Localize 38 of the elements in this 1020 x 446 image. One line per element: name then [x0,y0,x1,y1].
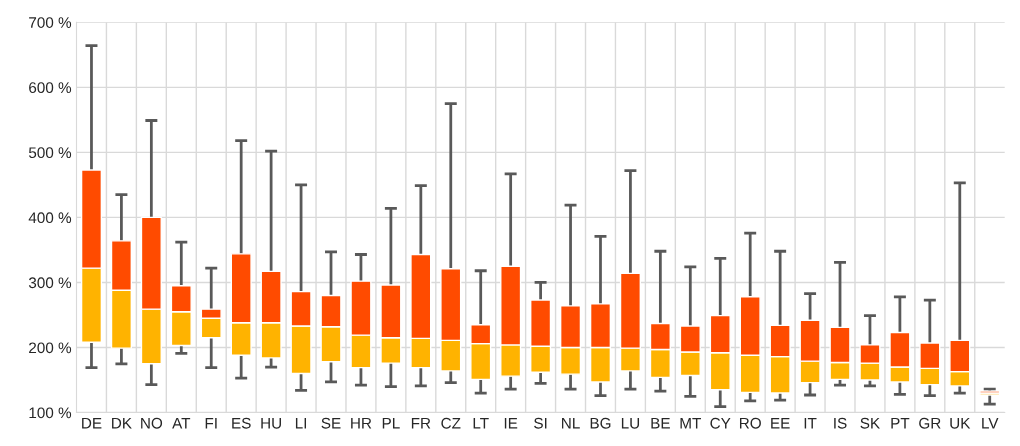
x-tick-label: PL [382,417,400,429]
x-tick-label: HR [351,417,372,429]
x-tick-label: IT [804,417,817,429]
x-tick-label: CZ [441,417,461,429]
x-tick-label: GR [919,417,941,429]
x-tick-label: RO [739,417,761,429]
x-tick-label: IS [834,417,847,429]
x-tick-label: PT [891,417,910,429]
y-tick-label: 200 % [29,342,72,354]
y-tick-label: 300 % [28,277,72,289]
y-tick-label: 700 % [29,17,72,28]
x-tick-label: HU [261,417,281,429]
x-tick-label: LI [295,417,307,429]
x-tick-label: SI [534,417,547,429]
x-tick-label: NO [141,417,163,429]
x-tick-label: DK [112,417,132,429]
x-tick-label: MT [680,417,701,429]
x-tick-label: UK [950,417,971,429]
x-tick-label: CY [710,417,731,429]
x-tick-label: EE [771,417,790,429]
x-tick-label: SK [860,417,880,429]
y-tick-label: 100 % [29,407,72,419]
x-tick-label: LU [621,417,640,429]
x-tick-label: ES [232,417,251,429]
x-tick-label: AT [172,417,191,429]
y-tick-label: 400 % [28,212,72,224]
x-tick-label: LV [982,417,999,429]
x-tick-label: IE [504,417,518,429]
x-tick-label: SE [321,417,341,429]
x-tick-label: FR [411,417,431,429]
y-tick-label: 600 % [29,82,72,94]
y-tick-label: 500 % [28,147,72,159]
x-tick-label: LT [473,417,489,429]
x-tick-label: BG [590,417,611,429]
x-tick-label: FI [205,417,217,429]
x-tick-label: DE [82,417,102,429]
x-tick-label: NL [562,417,580,429]
x-tick-label: BE [651,417,670,429]
